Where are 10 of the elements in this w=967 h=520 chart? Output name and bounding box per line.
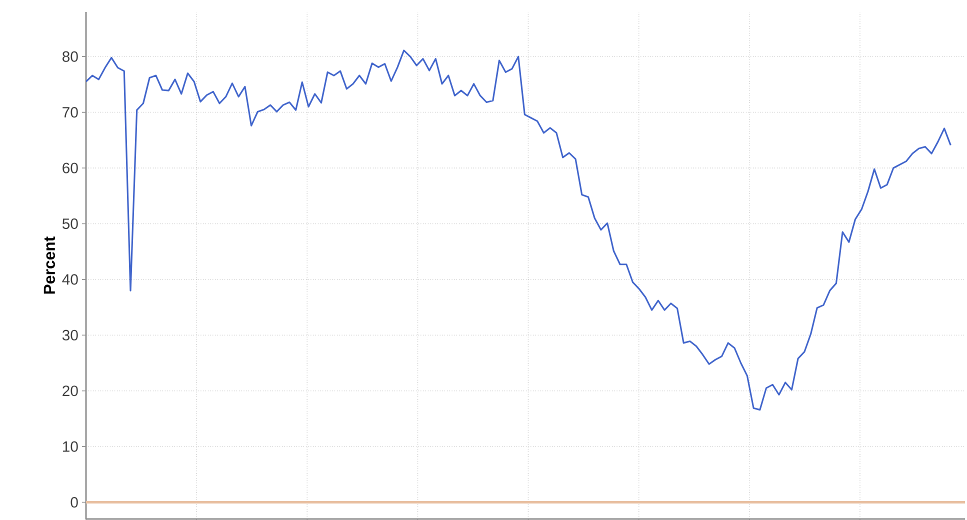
y-tick-label: 50 [62,218,78,230]
y-tick-label: 30 [62,330,78,340]
y-tick-label: 40 [62,274,78,285]
y-tick-label: 0 [70,496,78,508]
y-tick-label: 20 [62,386,78,396]
y-tick-label: 70 [62,106,78,118]
y-axis-title: Percent [44,236,56,294]
y-tick-label: 10 [63,441,78,452]
y-tick-label: 80 [62,51,78,62]
y-tick-label: 60 [62,162,78,174]
